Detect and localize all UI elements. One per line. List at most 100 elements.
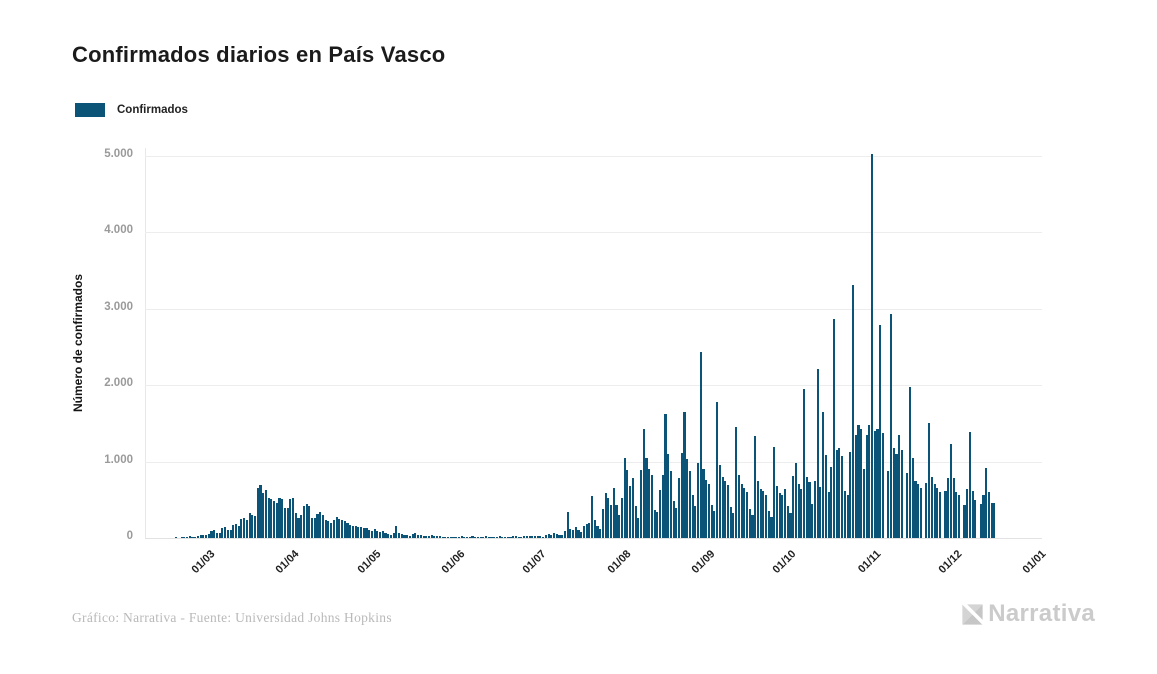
bar bbox=[618, 515, 621, 538]
bar bbox=[735, 427, 738, 538]
bar bbox=[697, 463, 700, 538]
bar bbox=[936, 488, 939, 538]
bar bbox=[302, 505, 305, 538]
bar bbox=[585, 524, 588, 538]
bar bbox=[830, 466, 833, 538]
bar bbox=[446, 537, 450, 538]
bar bbox=[196, 536, 199, 538]
bar bbox=[550, 534, 553, 538]
bar bbox=[422, 535, 425, 538]
bar bbox=[520, 537, 523, 538]
bar bbox=[767, 511, 770, 538]
bar bbox=[879, 325, 882, 538]
bar bbox=[824, 455, 827, 538]
bar bbox=[436, 536, 439, 538]
bar bbox=[457, 537, 460, 538]
bar bbox=[357, 527, 360, 538]
bar bbox=[957, 495, 961, 538]
bar bbox=[612, 488, 615, 538]
x-tick-label: 01/08 bbox=[605, 548, 634, 576]
bar bbox=[985, 468, 988, 538]
bar bbox=[561, 535, 564, 538]
bar bbox=[971, 490, 974, 538]
bar bbox=[305, 504, 308, 538]
bar bbox=[547, 534, 550, 538]
bar bbox=[678, 478, 681, 538]
x-tick-label: 01/09 bbox=[689, 548, 718, 576]
bar bbox=[308, 506, 311, 538]
bar bbox=[599, 528, 602, 538]
bar bbox=[517, 536, 520, 538]
page-title: Confirmados diarios en País Vasco bbox=[72, 42, 446, 67]
bar bbox=[240, 519, 243, 538]
bar bbox=[417, 534, 420, 538]
bar bbox=[743, 488, 746, 538]
bar bbox=[460, 536, 463, 538]
bar bbox=[914, 481, 917, 538]
bar bbox=[928, 423, 931, 538]
bar bbox=[797, 484, 800, 538]
bar bbox=[724, 481, 727, 538]
bar bbox=[906, 473, 909, 538]
x-tick-label: 01/05 bbox=[355, 548, 384, 576]
bar bbox=[784, 489, 787, 538]
bar bbox=[474, 536, 477, 538]
bar bbox=[849, 452, 852, 538]
bar bbox=[574, 527, 577, 538]
bar bbox=[626, 469, 629, 538]
source-credit: Gráfico: Narrativa - Fuente: Universidad… bbox=[72, 610, 392, 625]
bar bbox=[207, 534, 210, 538]
bar bbox=[933, 484, 936, 538]
bar bbox=[425, 536, 428, 538]
bar bbox=[558, 534, 561, 538]
bar bbox=[762, 491, 765, 538]
bar bbox=[392, 532, 395, 538]
bar bbox=[775, 486, 778, 538]
y-tick-label: 2.000 bbox=[104, 377, 133, 390]
bar bbox=[911, 457, 914, 538]
bar bbox=[686, 459, 689, 538]
bar bbox=[514, 536, 518, 538]
bar bbox=[389, 534, 392, 538]
bar bbox=[414, 533, 417, 538]
bar bbox=[846, 495, 849, 538]
bar bbox=[756, 480, 759, 538]
bar bbox=[650, 475, 653, 538]
bar bbox=[588, 522, 591, 538]
bar bbox=[283, 507, 286, 538]
bar bbox=[379, 532, 382, 538]
bar bbox=[175, 537, 178, 538]
bar bbox=[781, 495, 784, 538]
bar bbox=[895, 453, 898, 538]
bar bbox=[819, 486, 822, 538]
bar bbox=[732, 512, 735, 538]
bar bbox=[615, 505, 618, 538]
bar bbox=[699, 352, 702, 538]
bar bbox=[463, 536, 466, 538]
bar bbox=[672, 501, 675, 538]
bar bbox=[387, 533, 390, 538]
bar bbox=[890, 313, 893, 538]
bar bbox=[653, 509, 656, 538]
bar bbox=[811, 503, 814, 538]
bar bbox=[803, 388, 806, 538]
bar bbox=[675, 508, 678, 538]
bar bbox=[180, 537, 183, 538]
x-tick-label: 01/03 bbox=[189, 548, 218, 576]
bar bbox=[664, 414, 667, 538]
bar bbox=[816, 368, 819, 538]
bar bbox=[596, 525, 599, 538]
bar bbox=[851, 285, 855, 538]
x-tick-label: 01/01 bbox=[1021, 548, 1049, 576]
bar bbox=[485, 536, 488, 538]
bar bbox=[705, 479, 708, 538]
bar bbox=[569, 528, 572, 538]
bar bbox=[267, 497, 270, 538]
bar bbox=[335, 517, 338, 538]
legend-swatch bbox=[75, 103, 105, 117]
bar bbox=[465, 537, 469, 538]
bar bbox=[523, 536, 526, 538]
bar bbox=[658, 489, 662, 538]
bar bbox=[243, 518, 246, 538]
bar bbox=[215, 532, 219, 538]
